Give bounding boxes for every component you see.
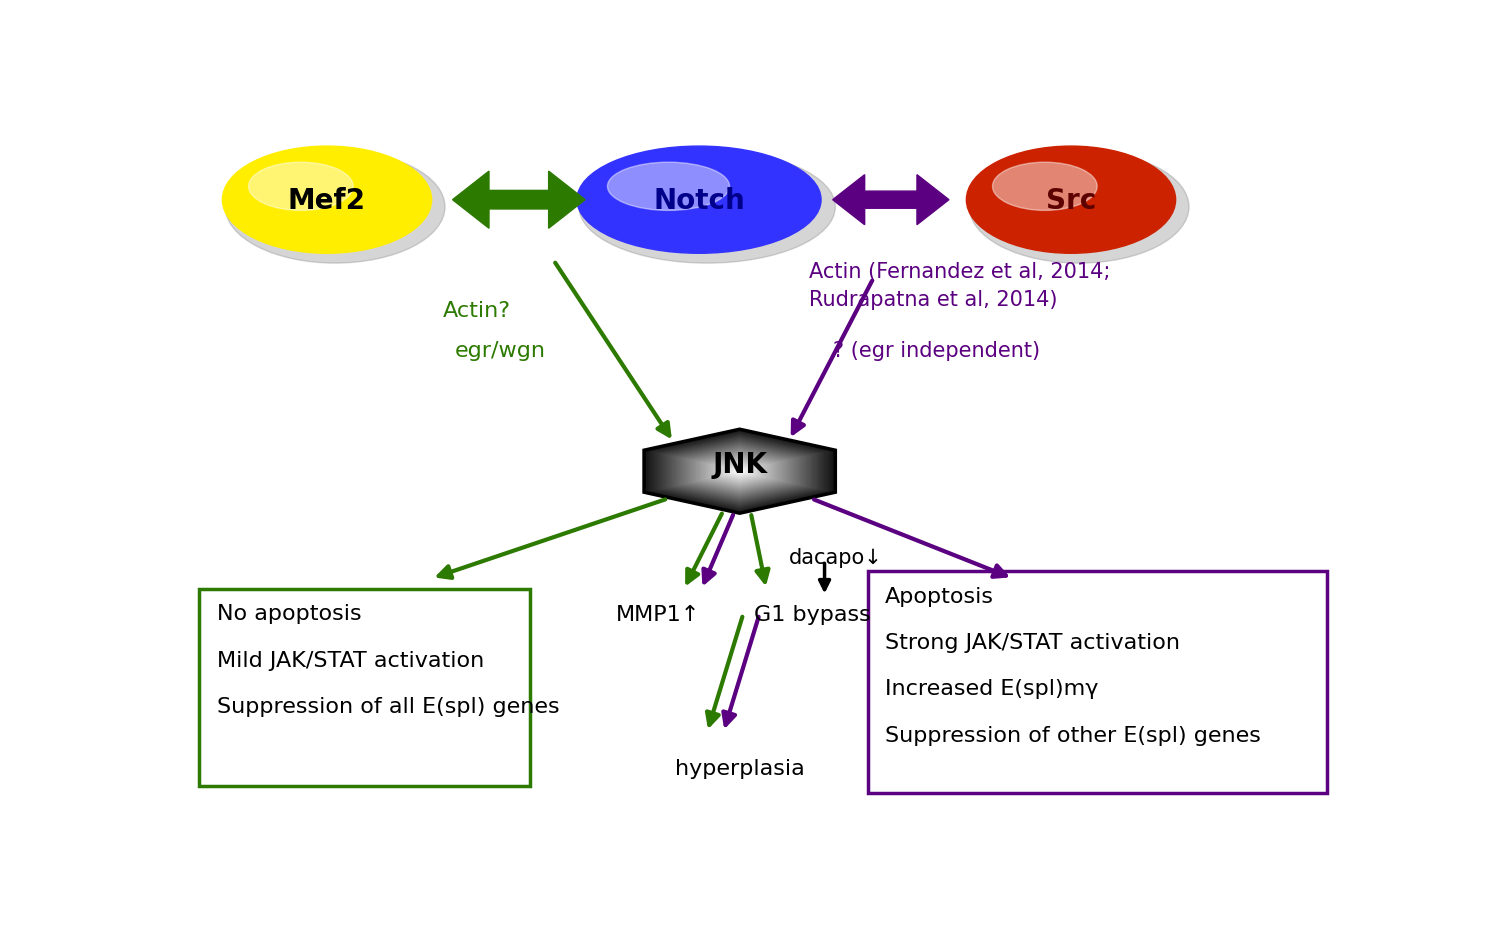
Polygon shape — [732, 468, 747, 475]
Polygon shape — [723, 464, 756, 479]
Polygon shape — [728, 466, 752, 477]
Text: No apoptosis

Mild JAK/STAT activation

Suppression of all E(spl) genes: No apoptosis Mild JAK/STAT activation Su… — [216, 603, 560, 717]
Polygon shape — [735, 470, 744, 474]
Polygon shape — [658, 436, 820, 507]
Text: Notch: Notch — [652, 186, 746, 214]
Ellipse shape — [222, 146, 432, 254]
Polygon shape — [680, 446, 800, 498]
Ellipse shape — [578, 146, 820, 254]
Polygon shape — [687, 449, 792, 495]
Polygon shape — [682, 447, 796, 497]
FancyBboxPatch shape — [200, 590, 531, 786]
Ellipse shape — [608, 163, 729, 211]
Polygon shape — [706, 457, 772, 487]
Polygon shape — [650, 432, 831, 512]
Polygon shape — [651, 433, 828, 511]
Polygon shape — [692, 451, 788, 492]
Polygon shape — [678, 444, 802, 499]
Text: G1 bypass: G1 bypass — [753, 604, 870, 625]
Polygon shape — [720, 464, 759, 480]
Polygon shape — [654, 434, 826, 510]
Polygon shape — [716, 462, 764, 482]
Polygon shape — [702, 455, 778, 489]
Polygon shape — [708, 458, 771, 486]
Polygon shape — [666, 439, 814, 504]
Polygon shape — [738, 471, 742, 473]
Text: ? (egr independent): ? (egr independent) — [833, 340, 1040, 361]
Polygon shape — [668, 440, 812, 503]
Polygon shape — [714, 460, 766, 483]
Text: Apoptosis

Strong JAK/STAT activation

Increased E(spl)mγ

Suppression of other : Apoptosis Strong JAK/STAT activation Inc… — [885, 586, 1262, 745]
Text: dacapo↓: dacapo↓ — [789, 547, 882, 567]
Polygon shape — [662, 438, 819, 506]
Polygon shape — [726, 465, 754, 478]
Polygon shape — [672, 442, 807, 502]
Text: egr/wgn: egr/wgn — [454, 340, 546, 361]
FancyBboxPatch shape — [867, 572, 1326, 793]
Polygon shape — [711, 459, 768, 484]
Ellipse shape — [966, 146, 1176, 254]
Polygon shape — [684, 448, 795, 496]
Polygon shape — [656, 435, 824, 508]
Polygon shape — [453, 171, 585, 229]
Polygon shape — [718, 463, 760, 481]
Polygon shape — [670, 441, 808, 502]
Polygon shape — [833, 175, 950, 225]
Polygon shape — [704, 456, 776, 488]
Ellipse shape — [969, 151, 1190, 264]
Ellipse shape — [579, 151, 836, 264]
Polygon shape — [690, 450, 790, 494]
Text: Src: Src — [1046, 186, 1096, 214]
Polygon shape — [646, 431, 833, 513]
Ellipse shape — [225, 151, 446, 264]
Polygon shape — [696, 452, 783, 490]
Polygon shape — [675, 443, 804, 500]
Text: hyperplasia: hyperplasia — [675, 758, 804, 779]
Polygon shape — [694, 451, 784, 491]
Polygon shape — [644, 430, 836, 514]
Text: Actin?: Actin? — [444, 301, 512, 321]
Polygon shape — [699, 454, 780, 489]
Text: Mef2: Mef2 — [288, 186, 366, 214]
Polygon shape — [730, 467, 750, 476]
Text: MMP1↑: MMP1↑ — [616, 604, 701, 625]
Ellipse shape — [993, 163, 1096, 211]
Text: JNK: JNK — [712, 451, 766, 479]
Polygon shape — [663, 438, 816, 505]
Text: Actin (Fernandez et al, 2014;
Rudrapatna et al, 2014): Actin (Fernandez et al, 2014; Rudrapatna… — [810, 262, 1112, 311]
Ellipse shape — [249, 163, 352, 211]
